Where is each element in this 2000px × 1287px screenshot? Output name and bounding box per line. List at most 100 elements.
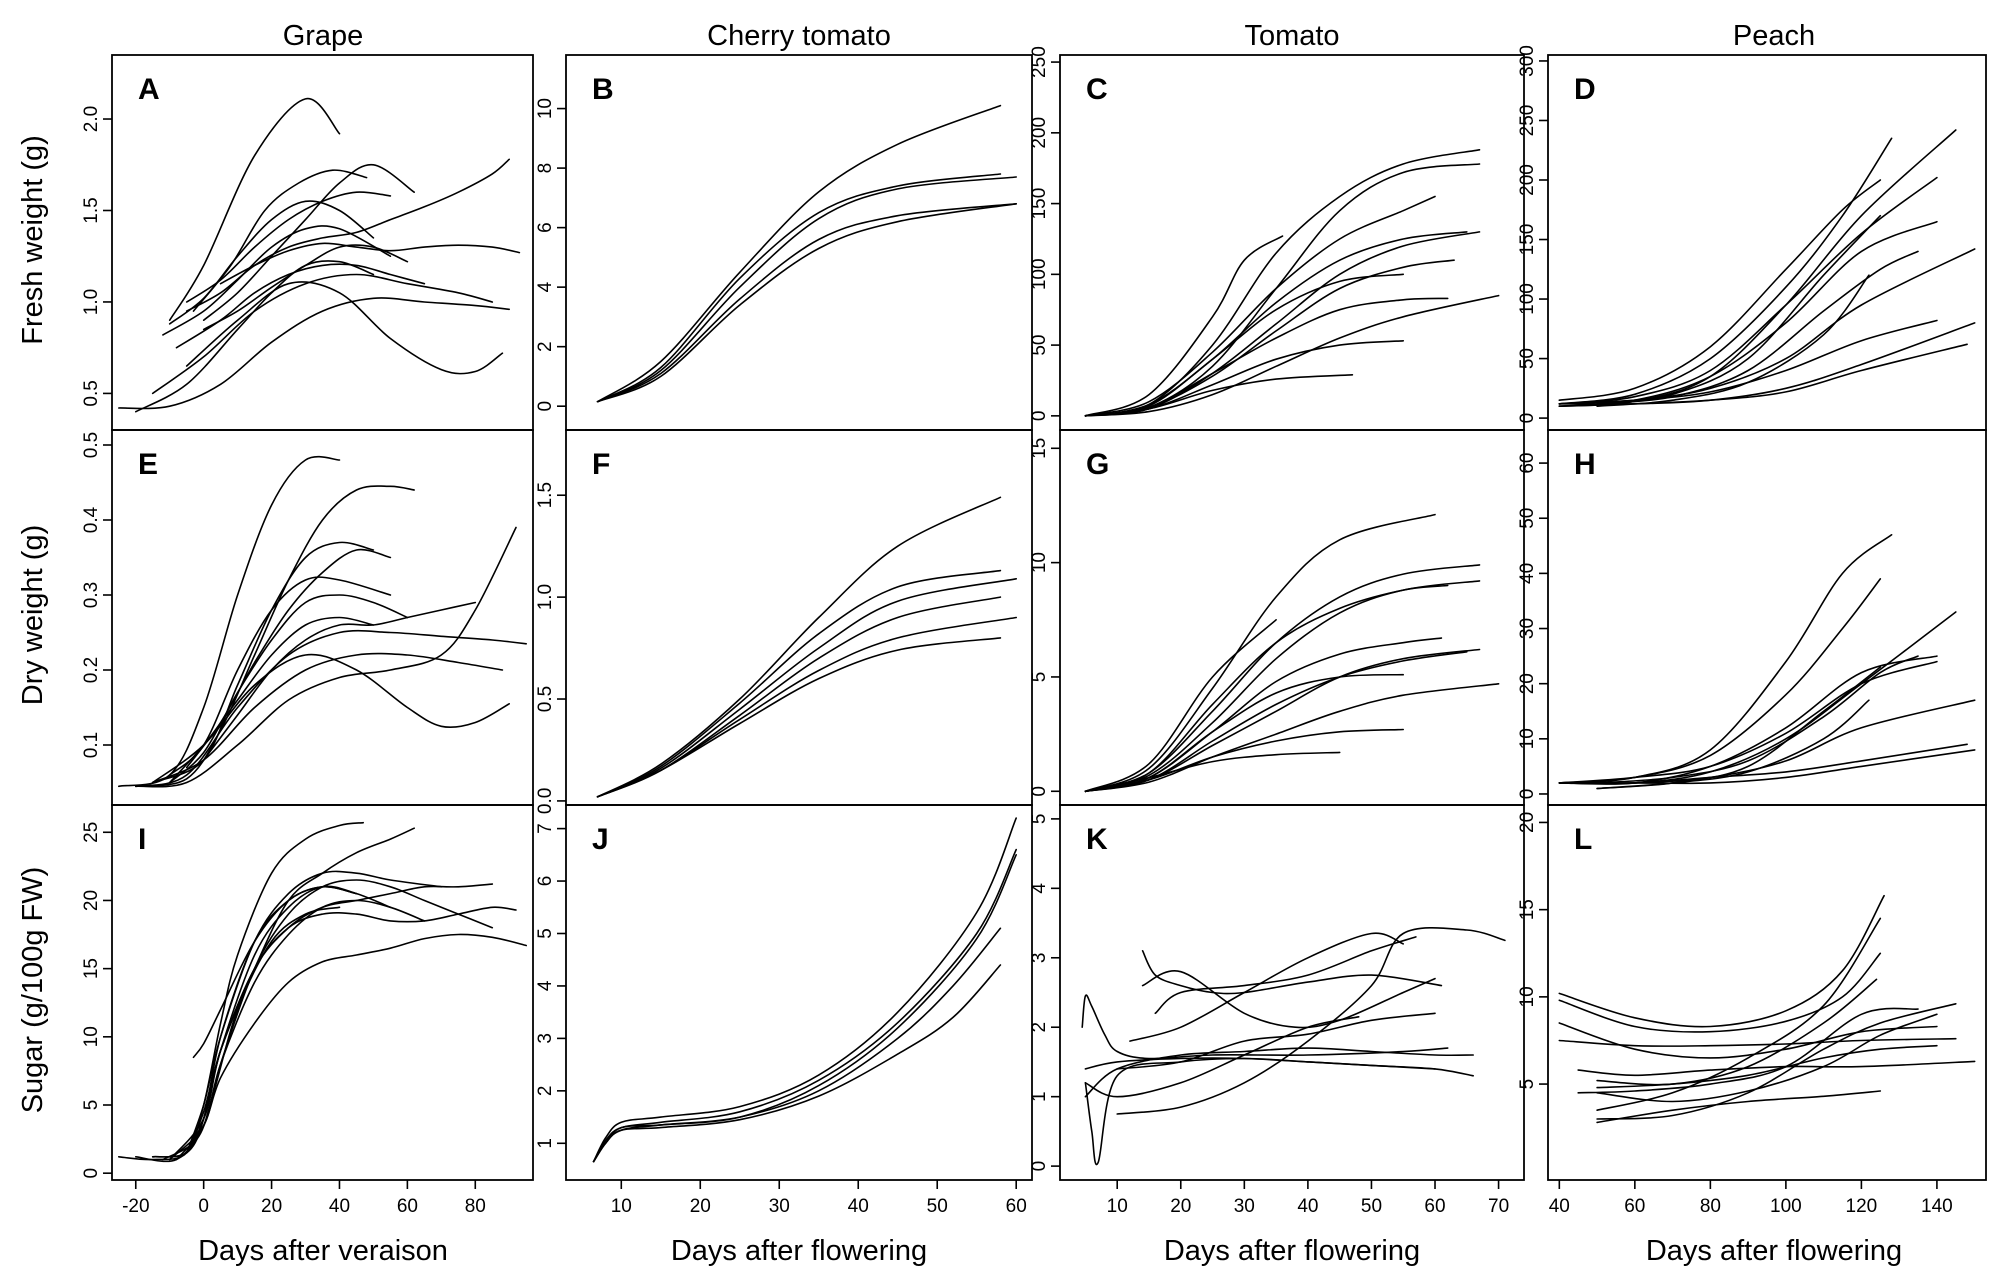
panel-k-curve-6 — [1141, 950, 1443, 995]
panel-i-curve-7 — [175, 899, 426, 1161]
panel-k-curve-8 — [1141, 970, 1436, 1029]
panel-g-curves — [1084, 513, 1500, 793]
panel-h-ytick-label: 10 — [1517, 728, 1538, 749]
panel-g: 0 5 10 15 G — [1029, 429, 1525, 806]
row-title-dry-weight: Dry weight (g) — [17, 525, 49, 706]
panel-a-curve-7 — [135, 260, 375, 413]
panel-d-curve-1 — [1558, 137, 1893, 405]
x-axis-title-peach: Days after flowering — [1646, 1235, 1902, 1267]
panel-k-xtick-label: 50 — [1361, 1196, 1382, 1217]
panel-i-ytick-label: 10 — [81, 1026, 102, 1047]
panel-j-curve-2 — [592, 848, 1017, 1163]
row-title-fresh-weight: Fresh weight (g) — [17, 135, 49, 345]
panel-i-curve-3 — [135, 933, 527, 1163]
panel-f-frame — [565, 429, 1033, 806]
panel-i-xtick-label: 20 — [261, 1196, 282, 1217]
panel-c-curve-4 — [1084, 294, 1500, 417]
panel-e-ytick-label: 0.3 — [81, 582, 102, 608]
panel-i-ytick-label: 5 — [81, 1100, 102, 1111]
panel-a-curve-12 — [219, 242, 521, 285]
panel-c: 0 50 100 150 200 250 C — [1029, 46, 1525, 431]
panel-a-curve-11 — [151, 273, 494, 395]
panel-f: 0.0 0.5 1.0 1.5 F — [535, 429, 1033, 814]
panel-b-curve-1 — [596, 104, 1002, 403]
panel-l-curve-4 — [1558, 1022, 1938, 1059]
panel-d-ytick-label: 300 — [1517, 45, 1538, 77]
panel-l-curve-10 — [1596, 917, 1882, 1111]
panel-l-xtick-label: 40 — [1549, 1196, 1570, 1217]
panel-g-curve-9 — [1084, 584, 1449, 793]
panel-k-xtick-label: 70 — [1488, 1196, 1509, 1217]
panel-g-ytick-label: 0 — [1029, 786, 1050, 797]
panel-l-curve-2 — [1558, 952, 1882, 1033]
panel-l-frame — [1547, 804, 1987, 1181]
panel-i-ytick-label: 15 — [81, 958, 102, 979]
panel-k-ytick-label: 0 — [1029, 1161, 1050, 1172]
panel-l-curve-5 — [1577, 1060, 1976, 1077]
panel-c-curves — [1084, 149, 1500, 417]
panel-e-curve-4 — [151, 653, 510, 784]
panel-l-xtick-label: 80 — [1700, 1196, 1721, 1217]
panel-h-curve-4 — [1558, 655, 1938, 785]
panel-l-curve-3 — [1558, 1037, 1957, 1047]
panel-a-curve-6 — [162, 225, 392, 336]
panel-d-ytick-label: 0 — [1517, 413, 1538, 424]
panel-i-curve-1 — [118, 821, 364, 1161]
panel-f-letter: F — [592, 448, 610, 481]
x-axis-title-grape: Days after veraison — [198, 1235, 448, 1267]
panel-k-curves — [1081, 927, 1506, 1166]
panel-j-curves — [592, 817, 1017, 1163]
panel-e-ytick-label: 0.1 — [81, 732, 102, 758]
panel-b-curve-4 — [596, 203, 1017, 403]
column-title-cherry-tomato: Cherry tomato — [707, 20, 891, 52]
panel-f-ytick-label: 1.0 — [535, 584, 556, 610]
panel-i-xtick-label: -20 — [122, 1196, 149, 1217]
panel-d-ytick-label: 100 — [1517, 283, 1538, 315]
panel-j-ytick-label: 6 — [535, 876, 556, 887]
panel-c-curve-12 — [1084, 273, 1404, 417]
panel-d-ytick-label: 200 — [1517, 164, 1538, 196]
panel-i-xtick-label: 60 — [397, 1196, 418, 1217]
panel-e: 0.1 0.2 0.3 0.4 0.5 E — [81, 429, 534, 806]
panel-l: 5 10 15 20 40 60 80 100 120 140 L — [1517, 804, 1987, 1217]
panel-a-curve-10 — [175, 263, 426, 349]
panel-c-curve-8 — [1084, 195, 1436, 417]
panel-k-curve-10 — [1084, 1016, 1360, 1098]
panel-g-curve-10 — [1084, 637, 1443, 793]
panel-i-ytick-label: 20 — [81, 890, 102, 911]
panel-l-curve-1 — [1558, 894, 1885, 1028]
panel-h-ytick-label: 30 — [1517, 618, 1538, 639]
panel-j-ytick-label: 4 — [535, 980, 556, 991]
panel-g-ytick-label: 10 — [1029, 552, 1050, 573]
panel-j-xtick-label: 40 — [848, 1196, 869, 1217]
panel-h-letter: H — [1574, 448, 1596, 481]
panel-h-curve-11 — [1596, 699, 1870, 790]
panels: 0.51.01.52.0A0246810B050100150200250C050… — [81, 45, 1987, 1217]
column-title-peach: Peach — [1733, 20, 1815, 52]
panel-g-curve-4 — [1084, 648, 1481, 793]
panel-i-frame — [111, 804, 534, 1181]
panel-e-ytick-label: 0.4 — [81, 506, 102, 533]
panel-h-ytick-label: 60 — [1517, 453, 1538, 474]
x-axis-title-cherry-tomato: Days after flowering — [671, 1235, 927, 1267]
panel-f-curve-1 — [596, 496, 1002, 798]
panel-k-ytick-label: 2 — [1029, 1022, 1050, 1033]
panel-a-curve-13 — [202, 244, 409, 331]
panel-l-curve-12 — [1596, 1090, 1882, 1124]
panel-h-ytick-label: 0 — [1517, 789, 1538, 800]
panel-e-letter: E — [138, 448, 158, 481]
panel-c-curve-7 — [1084, 235, 1284, 417]
panel-b-ytick-label: 6 — [535, 222, 556, 233]
panel-k-xtick-label: 30 — [1234, 1196, 1255, 1217]
panel-b-ytick-label: 0 — [535, 401, 556, 412]
panel-e-curve-1 — [118, 455, 341, 788]
panel-f-ytick-label: 0.5 — [535, 686, 556, 712]
panel-k-ytick-label: 5 — [1029, 814, 1050, 825]
panel-k-curve-7 — [1154, 936, 1417, 1015]
panel-i-ytick-label: 25 — [81, 822, 102, 843]
panel-l-xtick-label: 100 — [1770, 1196, 1802, 1217]
panel-i-curves — [118, 821, 527, 1163]
panel-d-curve-6 — [1558, 319, 1938, 405]
panel-d-ytick-label: 250 — [1517, 105, 1538, 137]
